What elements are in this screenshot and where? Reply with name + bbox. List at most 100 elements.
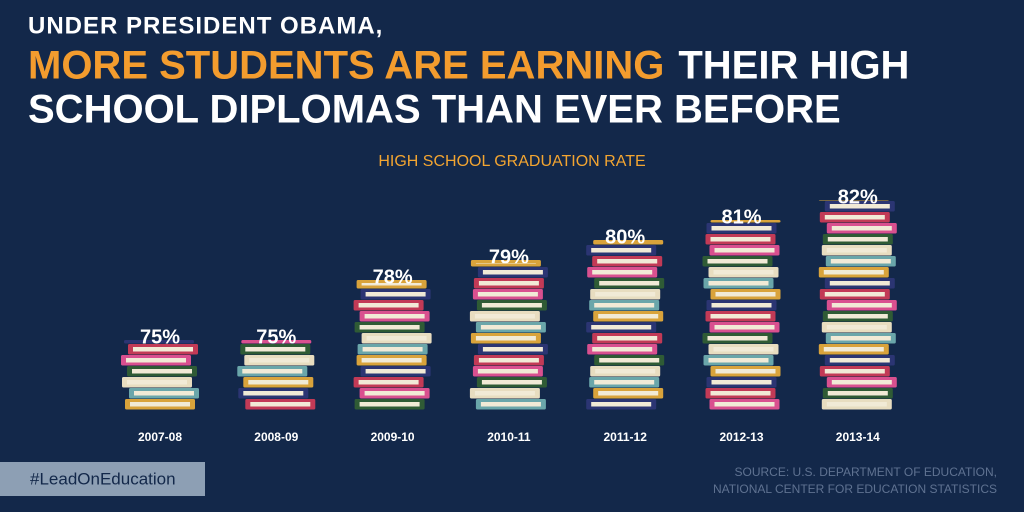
book-pages <box>474 314 535 319</box>
book-pages <box>133 347 193 352</box>
book-pages <box>711 226 772 231</box>
book-pages <box>827 314 888 319</box>
book-pages <box>126 358 186 363</box>
book-pages <box>713 347 774 352</box>
source: NATIONAL CENTER FOR EDUCATION STATISTICS <box>713 482 997 496</box>
book <box>593 240 664 245</box>
book-pages <box>714 402 775 407</box>
value-label: 80% <box>605 226 645 248</box>
book-pages <box>592 270 653 275</box>
book-pages <box>713 270 774 275</box>
book-pages <box>597 259 658 264</box>
book-pages <box>358 380 419 385</box>
value-label: 81% <box>721 206 761 228</box>
x-tick-label: 2008-09 <box>254 430 298 444</box>
book-stack <box>469 260 548 410</box>
x-tick-label: 2012-13 <box>719 430 763 444</box>
book-pages <box>477 292 538 297</box>
book-pages <box>827 237 888 242</box>
book-pages <box>130 402 190 407</box>
book-pages <box>245 347 306 352</box>
book-pages <box>823 270 884 275</box>
book <box>124 340 194 344</box>
book-pages <box>482 347 543 352</box>
headline: SCHOOL DIPLOMAS THAN EVER BEFORE <box>28 88 841 132</box>
book-pages <box>827 391 888 396</box>
book-pages <box>361 283 422 286</box>
book-pages <box>710 391 771 396</box>
book-pages <box>823 347 884 352</box>
book <box>710 220 781 223</box>
value-label: 75% <box>256 326 296 348</box>
headline-highlight: MORE STUDENTS ARE EARNING <box>28 44 664 88</box>
x-tick-label: 2011-12 <box>604 430 648 444</box>
book-pages <box>826 325 887 330</box>
book-pages <box>599 358 660 363</box>
value-label: 82% <box>838 186 878 208</box>
book-stack <box>586 240 665 410</box>
book-pages <box>831 226 892 231</box>
book-pages <box>362 347 423 352</box>
book-pages <box>831 380 892 385</box>
book-pages <box>594 303 655 308</box>
book-pages <box>714 248 775 253</box>
source: SOURCE: U.S. DEPARTMENT OF EDUCATION, <box>735 465 997 479</box>
headline: THEIR HIGH <box>678 44 909 88</box>
book-pages <box>249 358 310 363</box>
book-pages <box>248 380 309 385</box>
book-pages <box>592 347 653 352</box>
book-pages <box>358 303 419 308</box>
book-pages <box>474 391 535 396</box>
book-pages <box>477 369 538 374</box>
book-pages <box>132 369 192 374</box>
book-pages <box>243 391 304 396</box>
book-pages <box>707 259 768 264</box>
book-pages <box>478 358 539 363</box>
value-label: 79% <box>489 246 529 268</box>
book-pages <box>826 402 887 407</box>
book-pages <box>830 259 891 264</box>
book-pages <box>481 380 542 385</box>
book-pages <box>365 369 426 374</box>
book-pages <box>365 292 426 297</box>
book-stack <box>237 340 316 410</box>
book-pages <box>707 336 768 341</box>
book-pages <box>711 303 772 308</box>
book-stack <box>818 200 897 410</box>
book-pages <box>475 263 536 264</box>
chart-subtitle: HIGH SCHOOL GRADUATION RATE <box>378 153 645 170</box>
book-pages <box>710 237 771 242</box>
book-pages <box>364 314 425 319</box>
book-pages <box>829 358 890 363</box>
book-stack <box>121 340 199 410</box>
book <box>818 200 889 201</box>
book <box>241 340 312 344</box>
book-pages <box>710 314 771 319</box>
book-pages <box>824 369 885 374</box>
book-pages <box>830 336 891 341</box>
book-pages <box>824 292 885 297</box>
book-pages <box>359 325 420 330</box>
book-pages <box>831 303 892 308</box>
x-tick-label: 2010-11 <box>487 430 531 444</box>
book-pages <box>595 369 656 374</box>
book-pages <box>134 391 194 396</box>
book-pages <box>598 314 659 319</box>
book-pages <box>127 380 187 385</box>
book-pages <box>708 281 769 286</box>
value-label: 75% <box>140 326 180 348</box>
book-pages <box>591 402 652 407</box>
book-pages <box>598 391 659 396</box>
book-pages <box>591 325 652 330</box>
x-tick-label: 2013-14 <box>836 430 880 444</box>
book-pages <box>481 303 542 308</box>
x-tick-label: 2009-10 <box>371 430 415 444</box>
book-pages <box>250 402 311 407</box>
value-label: 78% <box>373 266 413 288</box>
book-pages <box>594 380 655 385</box>
book-pages <box>591 248 652 253</box>
book-pages <box>480 325 541 330</box>
book-pages <box>364 391 425 396</box>
chart-title: UNDER PRESIDENT OBAMA, <box>28 12 383 39</box>
